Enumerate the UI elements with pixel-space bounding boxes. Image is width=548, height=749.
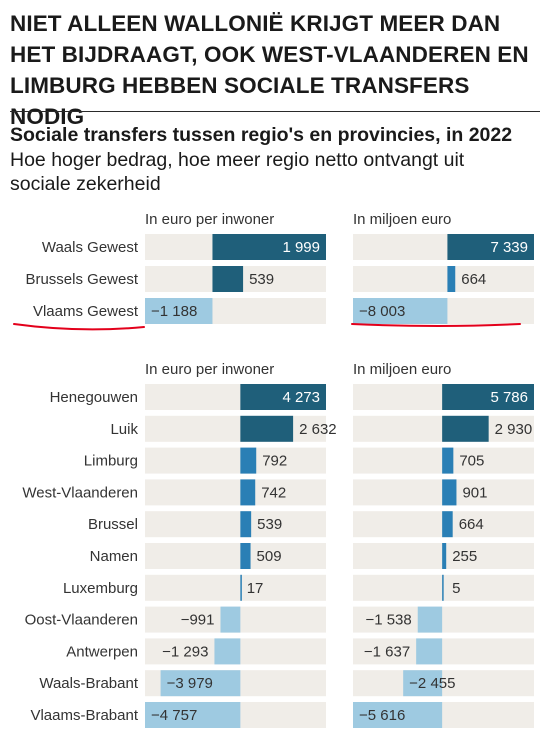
value-label: 705 [459,453,484,470]
value-label: −2 455 [409,675,455,692]
bar-luxemburg [442,574,444,601]
value-label: −1 293 [162,643,208,660]
bar-limburg [240,447,257,474]
category-label-waals-gewest: Waals Gewest [42,239,139,256]
bar-luik [442,415,489,442]
bar-brussel [240,511,252,538]
category-label-brussel: Brussel [88,516,138,533]
chart-subtitle: Hoe hoger bedrag, hoe meer regio netto o… [10,149,465,195]
bar-limburg [442,447,454,474]
category-label-namen: Namen [90,548,138,565]
bar-brussel [442,511,453,538]
bar-west-vlaanderen [240,479,256,506]
headline: NIET ALLEEN WALLONIË KRIJGT MEER DAN HET… [10,11,529,129]
category-label-vlaams-brabant: Vlaams-Brabant [30,707,138,724]
value-label: 509 [257,548,282,565]
category-label-brussels-gewest: Brussels Gewest [25,271,138,288]
bar-waals-gewest [447,234,534,260]
bar-track [353,670,534,697]
bar-waals-gewest [212,234,326,260]
bar-henegouwen [240,384,326,410]
category-label-henegouwen: Henegouwen [50,389,138,406]
category-label-limburg: Limburg [84,453,138,470]
headline-divider [10,111,540,112]
bar-waals-brabant [403,670,443,697]
value-label: −1 188 [151,303,197,320]
value-label: 17 [247,580,264,597]
bar-brussels-gewest [447,266,456,292]
category-label-west-vlaanderen: West-Vlaanderen [22,484,138,501]
bar-brussels-gewest [212,266,244,292]
bar-track [145,574,326,601]
bar-antwerpen [214,638,241,665]
bar-track [145,511,326,538]
value-label: 5 786 [490,389,528,406]
provinces-axis-title-2: In miljoen euro [353,361,451,378]
value-label: −4 757 [151,707,197,724]
regions-axis-title-1: In euro per inwoner [145,211,274,228]
value-label: 1 999 [282,239,320,256]
bar-vlaams-brabant [353,702,443,728]
category-label-antwerpen: Antwerpen [66,643,138,660]
bar-luxemburg [240,574,242,601]
value-label: 792 [262,453,287,470]
bar-vlaams-gewest [353,298,448,324]
value-label: 255 [452,548,477,565]
bar-namen [442,543,447,569]
bar-oost-vlaanderen [417,606,443,633]
bar-luik [240,415,294,442]
bar-vlaams-brabant [145,702,241,728]
value-label: −991 [181,612,215,629]
bar-track [145,479,326,506]
bar-west-vlaanderen [442,479,457,506]
bar-track [353,638,534,665]
chart-title: Sociale transfers tussen regio's en prov… [10,124,513,146]
value-label: 4 273 [282,389,320,406]
category-label-luxemburg: Luxemburg [63,580,138,597]
value-label: 664 [459,516,484,533]
regions-axis-title-2: In miljoen euro [353,211,451,228]
value-label: 2 930 [495,421,533,438]
bar-oost-vlaanderen [220,606,241,633]
value-label: 664 [461,271,486,288]
value-label: −3 979 [167,675,213,692]
bar-track [353,266,534,292]
category-label-oost-vlaanderen: Oost-Vlaanderen [25,612,138,629]
bar-track [145,415,326,442]
value-label: 7 339 [490,239,528,256]
value-label: 742 [261,484,286,501]
value-label: 5 [452,580,460,597]
value-label: 539 [249,271,274,288]
value-label: 539 [257,516,282,533]
value-label: 2 632 [299,421,337,438]
bar-waals-brabant [160,670,241,697]
category-label-vlaams-gewest: Vlaams Gewest [33,303,139,320]
bar-vlaams-gewest [145,298,213,324]
bar-track [145,543,326,569]
highlight-underline-left [13,323,145,331]
bar-namen [240,543,251,569]
bar-track [353,606,534,633]
bar-track [145,447,326,474]
value-label: −8 003 [359,303,405,320]
highlight-underline-right [351,323,521,327]
value-label: −1 637 [364,643,410,660]
bar-henegouwen [442,384,534,410]
value-label: 901 [462,484,487,501]
value-label: −5 616 [359,707,405,724]
bar-antwerpen [416,638,443,665]
category-label-waals-brabant: Waals-Brabant [39,675,138,692]
category-label-luik: Luik [110,421,138,438]
value-label: −1 538 [365,612,411,629]
provinces-axis-title-1: In euro per inwoner [145,361,274,378]
